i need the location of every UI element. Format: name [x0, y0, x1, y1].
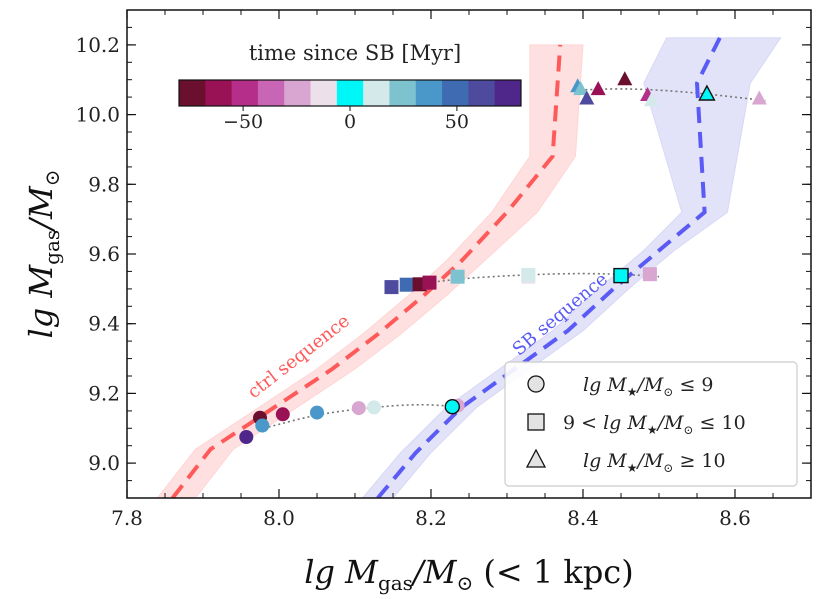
- circle-point-2: [255, 418, 270, 433]
- y-tick-label-1: 9.2: [88, 381, 120, 405]
- colorbar-segment-9: [415, 80, 443, 106]
- colorbar-segment-7: [363, 80, 390, 106]
- colorbar-segment-4: [284, 80, 311, 106]
- y-tick-label-6: 10.2: [75, 33, 120, 57]
- x-tick-label-0: 7.8: [111, 506, 143, 530]
- sequence-bands: [156, 37, 782, 498]
- sequence-lines: [171, 37, 722, 498]
- triangle-point-3: [590, 81, 606, 96]
- square-point-3: [422, 275, 437, 290]
- legend-label-sun: ⊙: [663, 385, 673, 399]
- x-tick-label-3: 8.4: [567, 506, 599, 530]
- legend-label-tail: ≤ 9: [673, 374, 713, 396]
- colorbar-segment-10: [442, 80, 469, 106]
- colorbar: time since SB [Myr] −50 0 50: [178, 41, 522, 133]
- triangle-point-8: [751, 90, 767, 105]
- square-point-0: [384, 280, 399, 295]
- x-title-base: lg M: [304, 553, 379, 591]
- legend-label-mid: /M: [636, 450, 664, 472]
- band-ctrl: [156, 44, 584, 498]
- colorbar-segment-5: [310, 80, 338, 106]
- x-tick-label-4: 8.6: [719, 506, 751, 530]
- legend-label-2: lg M★/M⊙ ≥ 10: [583, 450, 726, 475]
- colorbar-segment-12: [494, 80, 522, 106]
- colorbar-title: time since SB [Myr]: [249, 41, 461, 65]
- legend-label-sun: ⊙: [683, 423, 693, 437]
- square-point-6: [521, 267, 536, 282]
- colorbar-segment-3: [257, 80, 285, 106]
- legend-label-1: 9 < lg M★/M⊙ ≤ 10: [563, 412, 746, 437]
- x-title-sub: gas: [378, 571, 413, 595]
- triangle-point-1: [573, 81, 589, 96]
- legend-label-tail: ≤ 10: [694, 412, 746, 434]
- colorbar-tick-label-1: 0: [344, 111, 356, 133]
- circle-point-8: [444, 399, 460, 415]
- colorbar-segment-1: [205, 80, 233, 106]
- sequence-line-sb: [376, 37, 722, 498]
- colorbar-segment-6: [336, 80, 364, 106]
- circle-point-3: [275, 407, 290, 422]
- legend-label-mid: /M: [636, 374, 664, 396]
- legend-box: [504, 361, 798, 487]
- y-title-sun: ⊙: [40, 170, 64, 187]
- x-tick-label-1: 8.0: [263, 506, 295, 530]
- legend-label-mid: /M: [656, 412, 684, 434]
- triangle-point-4: [617, 71, 633, 86]
- legend-label-base: lg M: [583, 374, 627, 396]
- x-title-sun: ⊙: [456, 571, 473, 595]
- colorbar-segment-0: [179, 80, 206, 106]
- x-axis-title: lg Mgas/M⊙ (< 1 kpc): [304, 553, 633, 595]
- square-point-7: [642, 267, 657, 282]
- triangle-point-7: [698, 84, 716, 101]
- circle-point-4: [310, 405, 324, 420]
- band-sb: [361, 37, 782, 498]
- colorbar-segment-11: [468, 80, 496, 106]
- data-points: [239, 71, 767, 444]
- sequence-line-ctrl: [171, 44, 563, 498]
- y-tick-label-3: 9.6: [88, 242, 120, 266]
- legend-label-sun: ⊙: [663, 461, 673, 475]
- circle-point-6: [367, 400, 381, 415]
- colorbar-tick-label-0: −50: [223, 111, 263, 133]
- y-title-mid: /M: [22, 185, 60, 233]
- y-title-base: lg M: [22, 264, 60, 339]
- legend-label-sub: ★: [647, 423, 658, 437]
- legend-label-base: lg M: [603, 412, 647, 434]
- circle-point-5: [351, 401, 366, 416]
- colorbar-segment-2: [231, 80, 259, 106]
- plot-frame: [126, 9, 812, 499]
- square-point-1: [399, 277, 414, 292]
- circle-point-0: [239, 430, 254, 444]
- colorbar-segment-8: [389, 80, 417, 106]
- legend-label-prefix: 9 <: [563, 412, 603, 434]
- square-point-8: [613, 267, 629, 284]
- axis-titles: lg Mgas/M⊙ (< 1 kpc)lg Mgas/M⊙: [22, 170, 634, 595]
- legend-label-0: lg M★/M⊙ ≤ 9: [583, 374, 714, 399]
- legend-label-sub: ★: [627, 385, 638, 399]
- y-tick-label-4: 9.8: [88, 172, 120, 196]
- x-title-mid: /M: [410, 553, 458, 591]
- axis-ticks: 7.8 8.0 8.2 8.4 8.6 9.0 9.2 9.4 9.6 9.8 10.0 10.2: [75, 9, 812, 530]
- legend-marker-circle: [527, 375, 545, 393]
- triangle-point-2: [579, 90, 595, 105]
- legend-marker-square: [527, 413, 545, 431]
- x-tick-label-2: 8.2: [415, 506, 447, 530]
- legend-label-sub: ★: [627, 461, 638, 475]
- legend-label-base: lg M: [583, 450, 627, 472]
- colorbar-tick-label-2: 50: [445, 111, 469, 133]
- triangle-point-6: [643, 92, 659, 107]
- legend-label-tail: ≥ 10: [673, 450, 725, 472]
- y-axis-title: lg Mgas/M⊙: [22, 170, 64, 339]
- y-tick-label-0: 9.0: [88, 451, 120, 475]
- y-title-sub: gas: [40, 230, 64, 265]
- x-title-tail: (< 1 kpc): [473, 553, 633, 591]
- y-tick-label-2: 9.4: [88, 312, 120, 336]
- square-point-4: [450, 269, 465, 284]
- y-tick-label-5: 10.0: [75, 103, 120, 127]
- trend-line-0: [263, 403, 462, 430]
- legend-marker-triangle: [525, 448, 547, 468]
